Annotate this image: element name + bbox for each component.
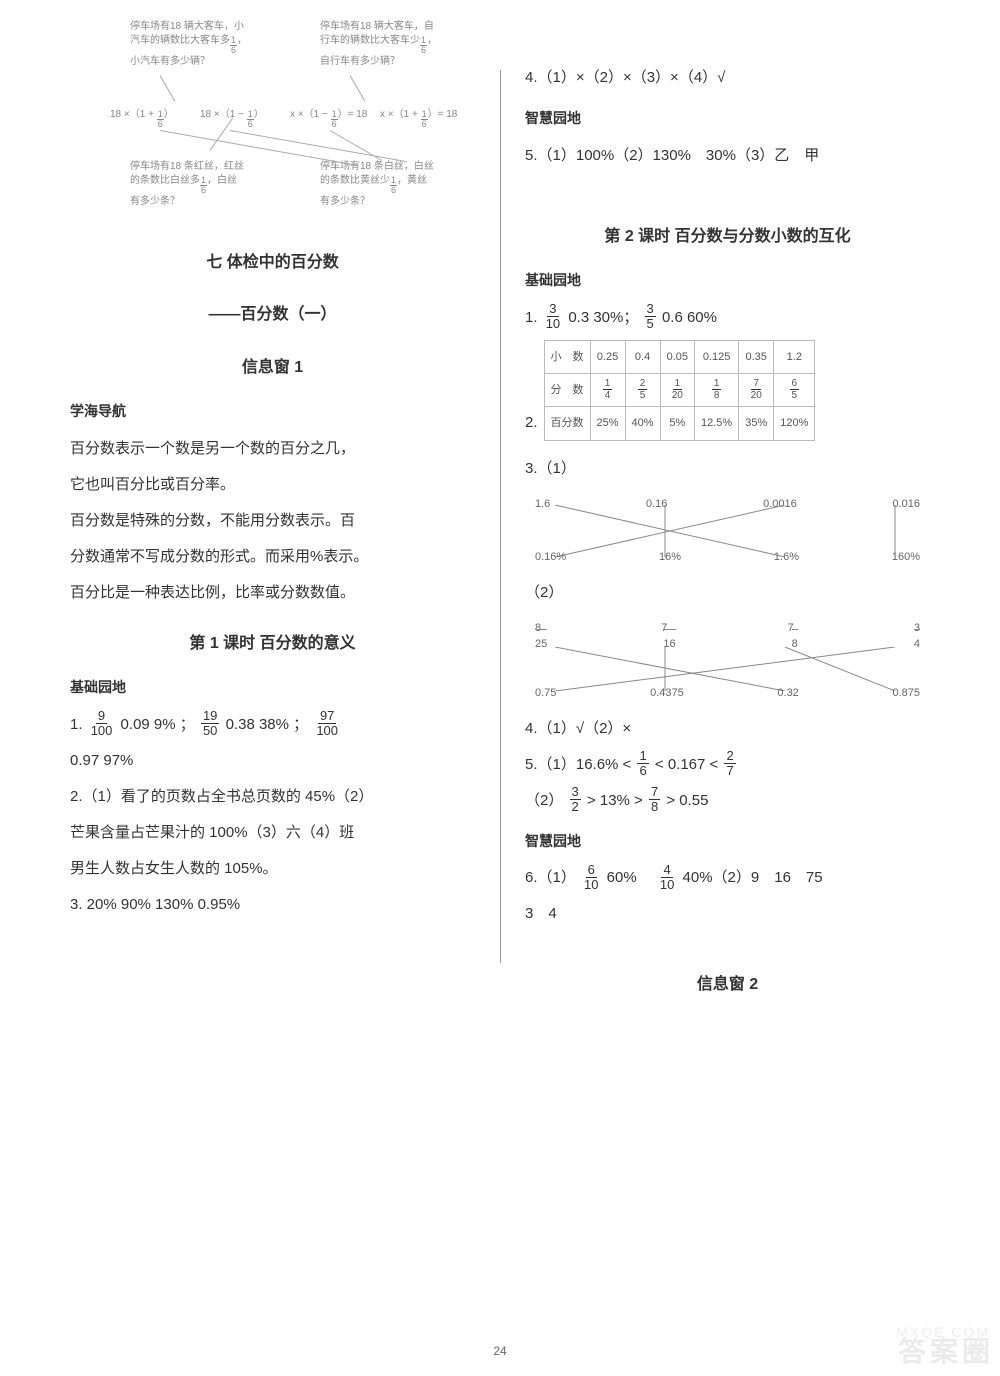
r-q6-line2: 3 4 [525,896,930,932]
q2-label: 2. [525,405,538,441]
r-q6-line1: 6.（1） 610 60% 410 40%（2）9 16 75 [525,860,930,896]
diagram-box-3: 停车场有18 条红丝，红丝的条数比白丝多16，白丝有多少条？ [130,160,300,209]
r-q4: 4.（1）√（2）× [525,711,930,747]
r-q1: 1. 310 0.3 30%； 35 0.6 60% [525,300,930,336]
lesson2-title: 第 2 课时 百分数与分数小数的互化 [525,218,930,256]
q5: 5.（1）100%（2）130% 30%（3）乙 甲 [525,138,930,174]
r-q5-line1: 5.（1）16.6% < 16 < 0.167 < 27 [525,747,930,783]
conversion-table: 小 数0.250.40.050.1250.351.2 分 数1425120187… [544,340,816,441]
q2-line: 芒果含量占芒果汁的 100%（3）六（4）班 [70,815,475,851]
page-number: 24 [0,1344,1000,1358]
left-column: 停车场有18 辆大客车，小汽车的辆数比大客车多16，小汽车有多少辆？ 停车场有1… [60,20,500,1013]
nav-para: 分数通常不写成分数的形式。而采用%表示。 [70,539,475,575]
column-divider [500,70,501,963]
match-diagram-2: 8773 251684 0.750.43750.320.875 [525,615,930,707]
q1-line2: 0.97 97% [70,743,475,779]
wisdom-heading: 智慧园地 [525,102,930,136]
r-q5-line2: （2） 32 > 13% > 78 > 0.55 [525,783,930,819]
q3-2: （2） [525,575,930,611]
q3-label: 3.（1） [525,451,930,487]
nav-para: 百分数表示一个数是另一个数的百分之几， [70,431,475,467]
wisdom-heading-2: 智慧园地 [525,825,930,859]
base-heading: 基础园地 [70,671,475,705]
info-window-2: 信息窗 2 [525,966,930,1004]
top-diagram: 停车场有18 辆大客车，小汽车的辆数比大客车多16，小汽车有多少辆？ 停车场有1… [70,20,475,230]
q1: 1. 9100 0.09 9% ； 1950 0.38 38% ； 97100 [70,707,475,743]
diagram-box-4: 停车场有18 条白丝，白丝的条数比黄丝少16，黄丝有多少条？ [320,160,490,209]
lesson1-title: 第 1 课时 百分数的意义 [70,625,475,663]
q2-line: 男生人数占女生人数的 105%。 [70,851,475,887]
nav-para: 百分数是特殊的分数，不能用分数表示。百 [70,503,475,539]
diagram-expr-4: x ×（1 + 16）= 18 [380,108,457,129]
chapter-subtitle: ——百分数（一） [70,296,475,334]
q4: 4.（1）×（2）×（3）×（4）√ [525,60,930,96]
nav-heading: 学海导航 [70,395,475,429]
diagram-expr-3: x ×（1 − 16）= 18 [290,108,367,129]
q3: 3. 20% 90% 130% 0.95% [70,887,475,923]
base-heading-2: 基础园地 [525,264,930,298]
watermark-sub: MXQE.COM [896,1324,990,1340]
right-column: 4.（1）×（2）×（3）×（4）√ 智慧园地 5.（1）100%（2）130%… [500,20,940,1013]
q2-line: 2.（1）看了的页数占全书总页数的 45%（2） [70,779,475,815]
nav-para: 百分比是一种表达比例，比率或分数数值。 [70,575,475,611]
diagram-box-1: 停车场有18 辆大客车，小汽车的辆数比大客车多16，小汽车有多少辆？ [130,20,300,69]
match-diagram-1: 1.60.160.00160.016 0.16%16%1.6%160% [525,491,930,571]
diagram-box-2: 停车场有18 辆大客车，自行车的辆数比大客车少16，自行车有多少辆？ [320,20,490,69]
diagram-expr-1: 18 ×（1 + 16） [110,108,174,129]
info-window-1: 信息窗 1 [70,349,475,387]
chapter-title: 七 体检中的百分数 [70,244,475,282]
nav-para: 它也叫百分比或百分率。 [70,467,475,503]
r-q2: 2. 小 数0.250.40.050.1250.351.2 分 数1425120… [525,336,930,441]
